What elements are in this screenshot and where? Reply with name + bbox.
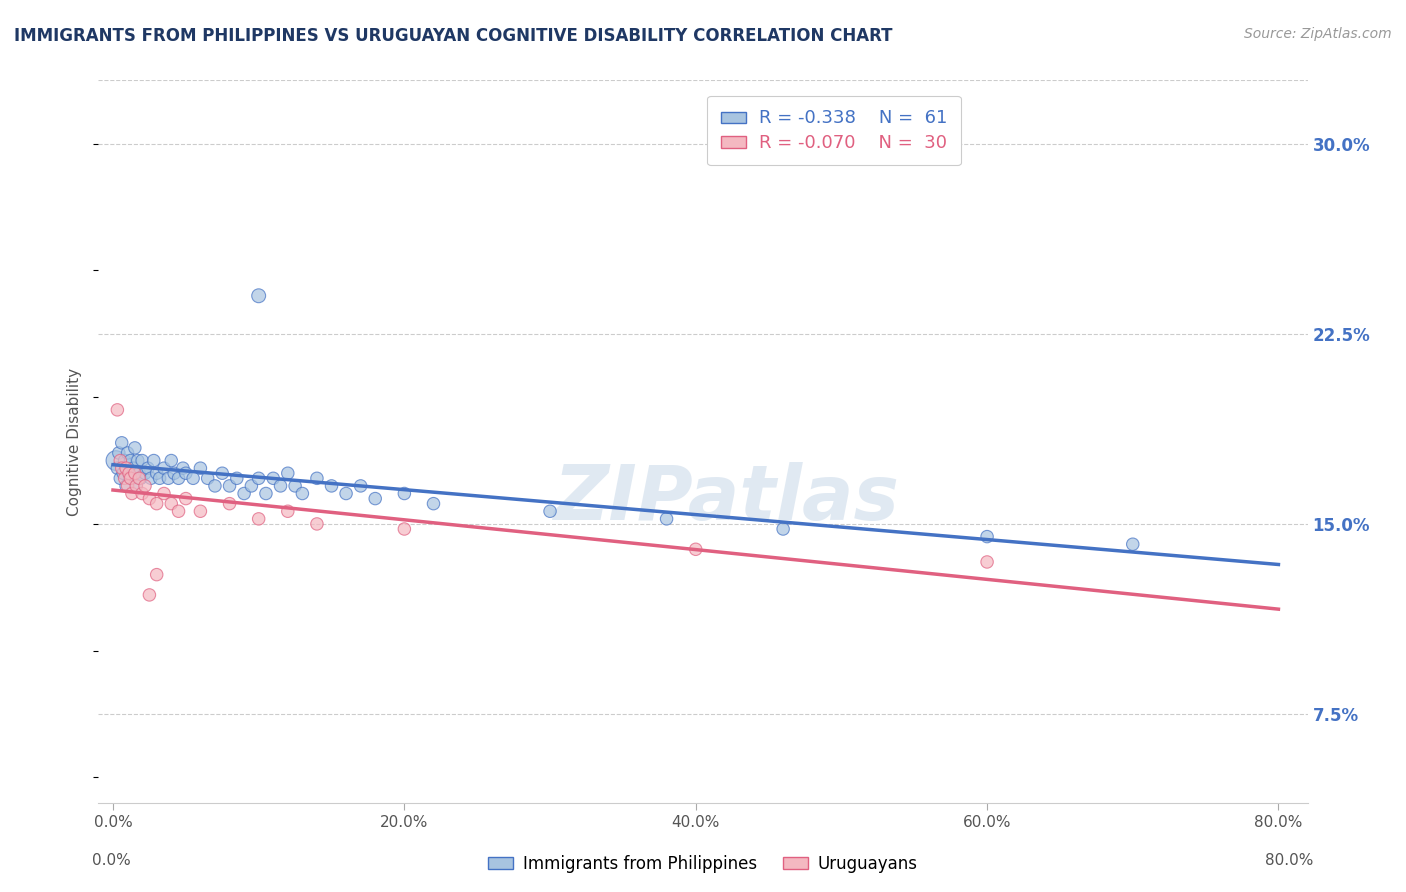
Point [160, 453, 183, 467]
Point [394, 522, 416, 536]
Point [197, 471, 219, 485]
Point [160, 497, 183, 511]
Point [121, 486, 143, 500]
Point [262, 471, 284, 485]
Point [112, 467, 135, 481]
Point [190, 461, 212, 475]
Point [247, 471, 270, 485]
Point [105, 402, 128, 417]
Point [104, 453, 127, 467]
Point [136, 461, 159, 475]
Point [145, 497, 167, 511]
Point [124, 467, 146, 481]
Point [120, 453, 142, 467]
Point [115, 461, 138, 475]
Point [108, 446, 131, 460]
Point [117, 446, 139, 460]
Point [138, 588, 160, 602]
Point [284, 479, 307, 493]
Point [134, 479, 156, 493]
Point [110, 471, 132, 485]
Point [153, 486, 176, 500]
Point [394, 486, 416, 500]
Point [121, 471, 143, 485]
Point [167, 504, 190, 518]
Point [211, 467, 233, 481]
Point [254, 486, 277, 500]
Point [190, 504, 212, 518]
Point [1122, 537, 1144, 551]
Point [181, 471, 204, 485]
Point [204, 479, 226, 493]
Point [233, 486, 256, 500]
Point [321, 479, 343, 493]
Text: IMMIGRANTS FROM PHILIPPINES VS URUGUAYAN COGNITIVE DISABILITY CORRELATION CHART: IMMIGRANTS FROM PHILIPPINES VS URUGUAYAN… [14, 27, 893, 45]
Point [142, 453, 165, 467]
Text: ZIPatlas: ZIPatlas [554, 462, 900, 536]
Point [167, 471, 190, 485]
Point [364, 491, 387, 506]
Point [157, 471, 180, 485]
Point [145, 567, 167, 582]
Point [125, 479, 148, 493]
Point [105, 461, 128, 475]
Point [247, 289, 270, 303]
Point [291, 486, 314, 500]
Point [240, 479, 263, 493]
Point [174, 491, 197, 506]
Point [114, 471, 136, 485]
Point [118, 467, 141, 481]
Point [125, 479, 148, 493]
Legend: Immigrants from Philippines, Uruguayans: Immigrants from Philippines, Uruguayans [482, 848, 924, 880]
Point [174, 467, 197, 481]
Point [122, 461, 145, 475]
Point [131, 453, 153, 467]
Text: 80.0%: 80.0% [1265, 854, 1313, 869]
Point [270, 479, 292, 493]
Point [128, 471, 150, 485]
Point [115, 479, 138, 493]
Point [172, 461, 194, 475]
Point [772, 522, 794, 536]
Point [149, 471, 172, 485]
Point [538, 504, 561, 518]
Point [153, 461, 176, 475]
Point [305, 471, 328, 485]
Point [134, 467, 156, 481]
Point [138, 491, 160, 506]
Point [225, 471, 247, 485]
Point [117, 479, 139, 493]
Point [120, 471, 142, 485]
Y-axis label: Cognitive Disability: Cognitive Disability [67, 368, 83, 516]
Point [305, 516, 328, 531]
Point [128, 467, 150, 481]
Point [145, 467, 167, 481]
Point [350, 479, 373, 493]
Point [247, 512, 270, 526]
Point [218, 479, 240, 493]
Point [218, 497, 240, 511]
Point [655, 512, 678, 526]
Point [422, 497, 444, 511]
Point [976, 555, 998, 569]
Point [685, 542, 707, 557]
Point [118, 467, 141, 481]
Point [111, 461, 134, 475]
Point [129, 471, 152, 485]
Point [131, 486, 153, 500]
Point [127, 453, 149, 467]
Point [111, 435, 134, 450]
Point [277, 504, 299, 518]
Legend: R = -0.338    N =  61, R = -0.070    N =  30: R = -0.338 N = 61, R = -0.070 N = 30 [707, 95, 960, 165]
Point [124, 441, 146, 455]
Point [114, 453, 136, 467]
Point [335, 486, 357, 500]
Point [277, 467, 299, 481]
Point [976, 530, 998, 544]
Point [139, 471, 162, 485]
Text: Source: ZipAtlas.com: Source: ZipAtlas.com [1244, 27, 1392, 41]
Point [163, 467, 186, 481]
Point [110, 453, 132, 467]
Text: 0.0%: 0.0% [93, 854, 131, 869]
